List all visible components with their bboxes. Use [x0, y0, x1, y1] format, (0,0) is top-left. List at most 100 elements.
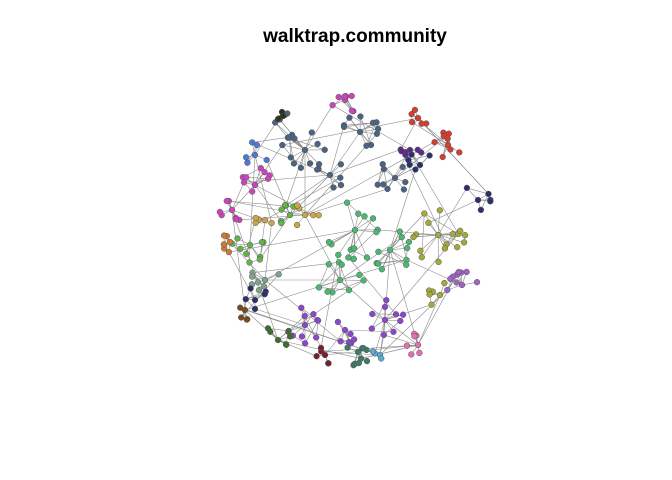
network-node-brown — [237, 304, 244, 311]
network-edge — [348, 257, 397, 315]
network-edge — [383, 320, 401, 336]
network-edge — [389, 169, 416, 251]
network-node-violet — [369, 310, 376, 318]
network-edge — [377, 229, 439, 236]
network-edge — [417, 117, 489, 195]
network-node-slate — [373, 130, 381, 137]
network-edge — [254, 308, 306, 326]
network-edge — [304, 105, 333, 151]
network-edge — [318, 287, 350, 291]
network-node-lime — [246, 241, 254, 249]
network-node-slate — [306, 160, 314, 167]
network-node-olive — [457, 227, 464, 235]
network-node-green — [356, 271, 363, 279]
network-node-sky — [378, 355, 385, 362]
network-node-pink — [403, 342, 411, 349]
network-node-navy — [247, 285, 254, 292]
network-node-slate — [291, 135, 298, 142]
network-node-slate — [308, 129, 315, 136]
network-edge — [400, 117, 419, 150]
network-edge — [277, 315, 305, 341]
network-node-magenta — [261, 169, 268, 176]
network-node-teal — [354, 348, 362, 356]
network-node-navy — [477, 206, 485, 214]
network-edge — [267, 328, 289, 332]
network-edge — [383, 334, 419, 346]
network-node-olive — [460, 239, 468, 246]
network-node-violet — [301, 340, 309, 347]
network-node-green — [325, 261, 332, 268]
network-node-red — [418, 120, 425, 127]
network-node-lavender — [458, 281, 466, 289]
network-node-magenta — [243, 174, 250, 181]
network-edge — [384, 300, 387, 321]
network-node-slate — [380, 165, 388, 173]
network-node-violet — [314, 317, 322, 324]
network-edge — [240, 307, 381, 356]
network-node-green — [325, 238, 333, 246]
network-node-tan — [293, 221, 301, 229]
network-node-green — [360, 277, 367, 284]
network-node-magenta — [249, 188, 256, 195]
network-edge — [389, 249, 419, 346]
network-edge — [318, 264, 342, 288]
network-node-olive — [454, 244, 461, 251]
network-node-olive — [435, 258, 442, 266]
network-edge — [231, 209, 246, 311]
network-edge — [437, 210, 441, 236]
network-node-purple — [414, 146, 421, 153]
network-node-violet — [298, 304, 305, 311]
network-node-violet — [350, 336, 358, 343]
network-edge — [285, 174, 331, 206]
network-edge — [379, 289, 448, 356]
network-node-tan — [315, 212, 322, 219]
network-node-slate — [400, 186, 408, 193]
network-node-lavender — [455, 268, 462, 276]
network-edge — [384, 319, 419, 346]
network-node-slate — [301, 146, 309, 154]
network-node-olive — [425, 219, 432, 226]
network-edge — [417, 274, 458, 346]
network-node-violet — [313, 334, 320, 341]
network-edge — [442, 138, 448, 158]
network-node-lime — [278, 206, 285, 213]
network-edge — [228, 229, 356, 253]
network-node-tan — [261, 216, 269, 224]
network-node-lime — [246, 259, 253, 266]
network-node-teal — [360, 344, 367, 352]
network-edge — [408, 155, 430, 161]
network-node-slate — [399, 163, 406, 171]
network-node-magenta — [216, 208, 224, 216]
network-node-magenta — [223, 197, 230, 205]
network-node-violet — [399, 311, 407, 318]
network-node-green — [315, 284, 323, 291]
network-edge — [374, 319, 386, 354]
network-edge — [318, 264, 330, 288]
network-node-violet — [381, 316, 389, 324]
network-node-darkgreen — [286, 333, 294, 340]
network-node-magenta — [251, 181, 259, 189]
network-node-violet — [341, 326, 349, 334]
network-node-slate — [337, 161, 345, 168]
network-node-lime — [243, 250, 250, 257]
network-node-violet — [334, 318, 342, 326]
network-node-orange — [226, 238, 234, 246]
network-edge — [254, 184, 282, 222]
network-node-green — [396, 228, 403, 235]
network-node-green — [336, 276, 344, 284]
network-edge — [329, 131, 361, 176]
network-edge — [304, 149, 320, 165]
network-node-navy — [463, 184, 471, 192]
network-node-tan — [252, 214, 259, 222]
network-node-darkgreen — [285, 327, 292, 335]
network-edge — [366, 122, 377, 146]
network-edge — [386, 249, 391, 301]
network-node-tan — [268, 219, 275, 227]
network-edge — [252, 262, 340, 273]
network-edge — [348, 229, 356, 258]
network-node-olive — [441, 279, 448, 287]
network-edge — [389, 249, 407, 261]
network-edge — [329, 149, 401, 176]
network-node-violet — [380, 331, 388, 339]
network-node-blue — [244, 159, 251, 166]
